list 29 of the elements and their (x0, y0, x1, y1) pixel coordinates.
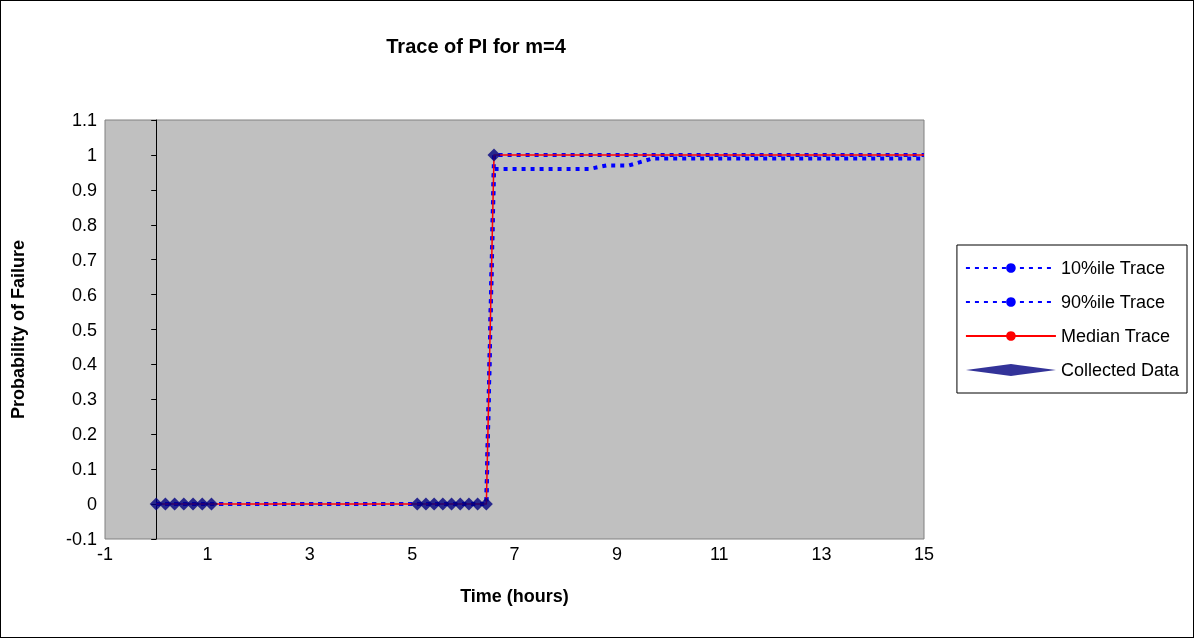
y-tick-label: 0.3 (71, 389, 97, 410)
y-tick-label: 0.5 (71, 319, 97, 340)
x-tick-label: 3 (304, 544, 315, 564)
y-tick-label: 0.2 (71, 424, 97, 445)
x-tick-label: 5 (407, 544, 418, 564)
y-tick-label: 0.4 (71, 354, 97, 375)
legend-label: Collected Data (1060, 360, 1180, 380)
x-tick-label: 11 (709, 544, 729, 564)
x-tick-label: 7 (509, 544, 520, 564)
y-tick-label: 0.8 (71, 214, 97, 235)
x-tick-label: 1 (202, 544, 213, 564)
y-tick-label: 0 (86, 494, 97, 515)
legend-label: Median Trace (1060, 326, 1170, 346)
y-tick-label: 0.7 (71, 249, 97, 270)
x-tick-label: 9 (611, 544, 622, 564)
legend-label: 90%ile Trace (1060, 292, 1165, 312)
legend-label: 10%ile Trace (1060, 258, 1165, 278)
chart-title: Trace of PI for m=4 (386, 35, 567, 57)
y-axis-title: Probability of Failure (8, 239, 28, 420)
y-tick-label: 0.6 (71, 284, 97, 305)
y-tick-label: 1.1 (71, 110, 97, 130)
y-tick-label: 1 (86, 144, 97, 165)
y-tick-label: 0.9 (71, 179, 97, 200)
x-tick-label: 13 (811, 544, 832, 564)
y-tick-label: 0.1 (71, 459, 97, 480)
x-axis-title: Time (hours) (460, 586, 569, 606)
x-tick-label: 15 (913, 544, 935, 564)
x-tick-label: -1 (96, 544, 114, 564)
y-tick-label: -0.1 (65, 529, 97, 549)
